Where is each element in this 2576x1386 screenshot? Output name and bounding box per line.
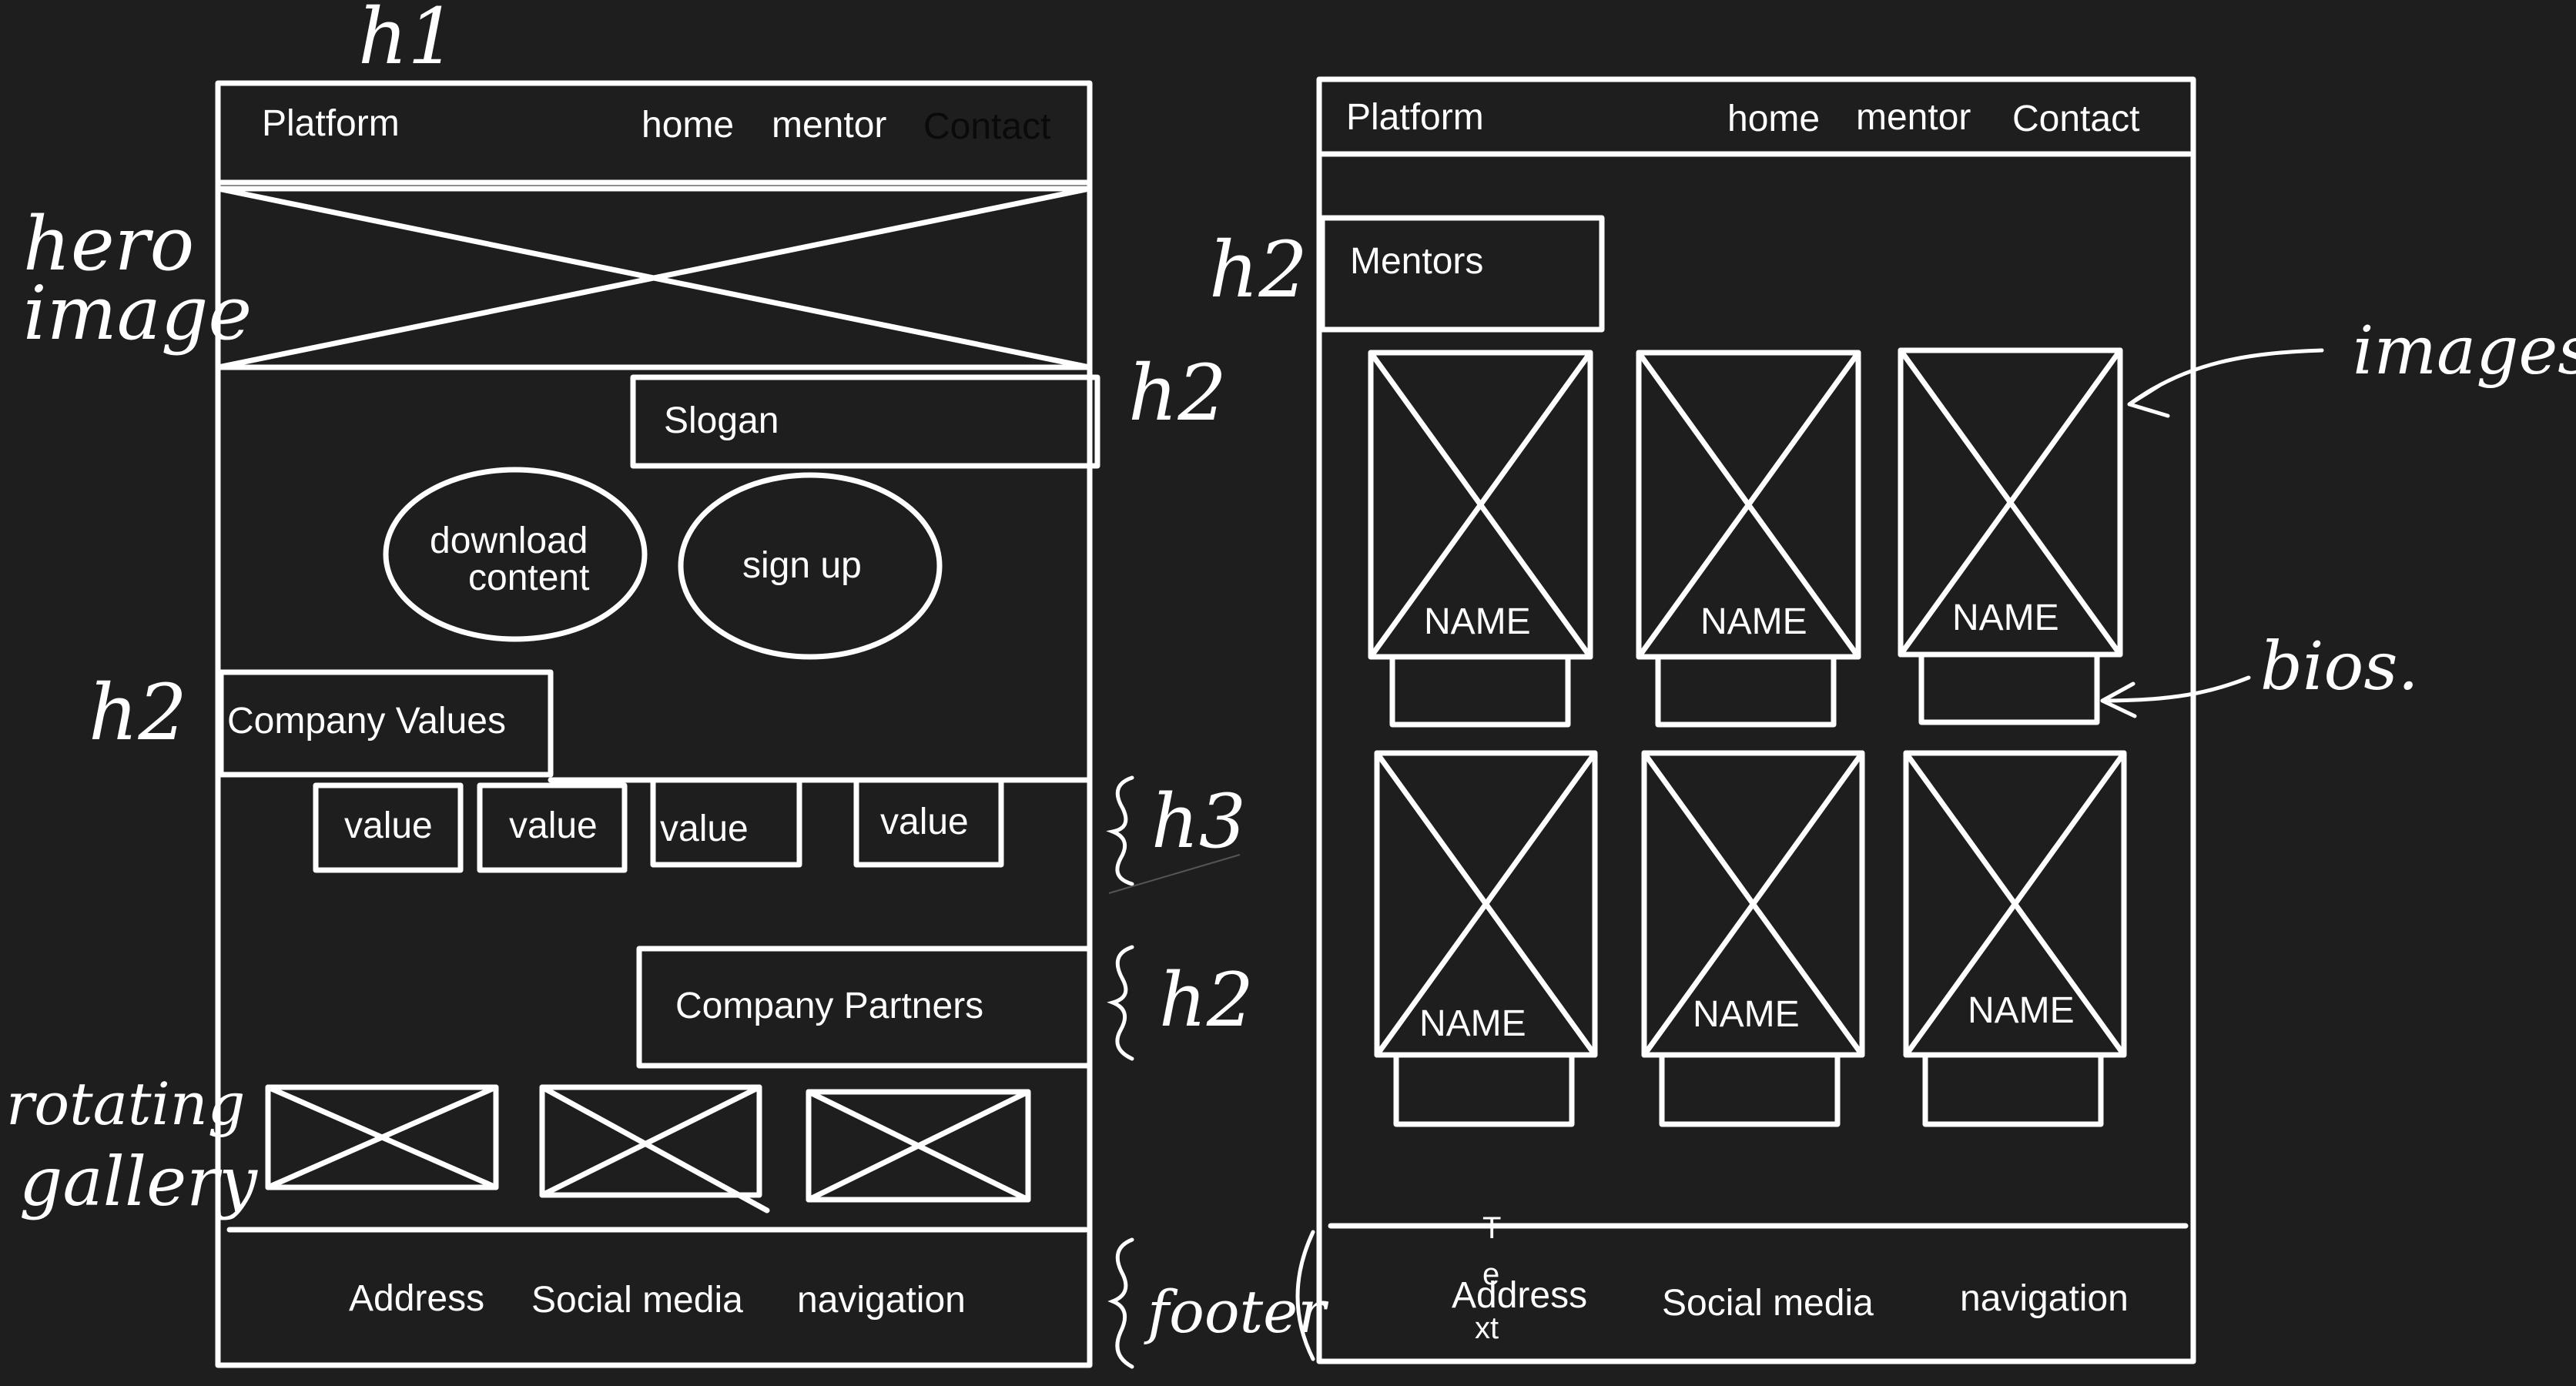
annotation-h2-partners: h2 [1159,957,1254,1043]
mentors-heading: Mentors [1350,241,1483,282]
mentors-page-frame [1316,76,2196,1364]
home-footer-address: Address [349,1278,484,1319]
slogan-box [630,374,1100,469]
svg-text:NAME: NAME [1419,1003,1526,1044]
annotation-gallery-line-1: rotating [6,1070,245,1138]
mentors-stray-text-2: e [1482,1257,1499,1291]
svg-text:NAME: NAME [1693,994,1800,1035]
home-nav-link-mentor: mentor [772,105,886,146]
sign-up-button: sign up [678,472,943,660]
annotation-paren-footer [1295,1230,1315,1361]
value-box-3: value [650,777,802,868]
hero-image-placeholder [215,186,1093,370]
svg-text:NAME: NAME [1952,598,2059,638]
company-values-heading-box [218,669,554,778]
slogan-text: Slogan [664,400,779,441]
annotation-hero-line-2: image [23,270,252,357]
company-values-heading: Company Values [227,701,506,742]
company-partners-heading: Company Partners [675,986,983,1026]
mentors-wireframe: Platform home mentor Contact Mentors NAM… [1316,76,2196,1364]
mentor-card-5: NAME [1641,750,1865,1127]
svg-text:content: content [468,557,589,598]
download-content-button: download content [383,467,648,642]
annotation-h2-values: h2 [89,668,187,758]
mentors-heading-box [1319,215,1605,333]
svg-text:value: value [344,805,433,846]
value-box-1: value [313,782,464,873]
mentor-card-4: NAME [1374,750,1598,1127]
gallery-image-3 [806,1089,1031,1203]
svg-text:download: download [430,521,588,561]
annotation-h2-slogan: h2 [1128,348,1227,438]
mentors-stray-text-3: xt [1475,1311,1499,1345]
mentors-footer-social: Social media [1662,1283,1874,1324]
annotation-brace-partners [1107,945,1134,1061]
home-footer-social: Social media [531,1280,743,1321]
annotation-h3: h3 [1151,778,1246,865]
home-nav-link-contact: Contact [923,106,1050,147]
annotation-h2-mentors: h2 [1209,225,1308,315]
svg-text:NAME: NAME [1424,601,1531,642]
svg-text:NAME: NAME [1700,601,1807,642]
value-box-4: value [853,777,1004,868]
annotation-footer: footer [1144,1277,1329,1346]
mentor-card-6: NAME [1903,750,2127,1127]
home-nav-link-home: home [641,105,734,146]
annotations: h1 hero image h2 h2 h3 h2 rotating galle… [6,0,2576,1369]
annotation-bios: bios. [2260,628,2419,705]
svg-text:value: value [660,808,749,849]
svg-text:value: value [880,802,969,842]
arrow-to-images [2127,348,2324,418]
mentors-footer-navigation: navigation [1960,1278,2129,1319]
annotation-images: images [2353,313,2576,390]
annotation-hero-line-1: hero [23,201,194,287]
mentors-nav-link-home: home [1727,99,1820,139]
value-box-2: value [477,782,628,873]
mentors-footer-address: Address [1452,1275,1587,1316]
company-partners-heading-box [636,946,1093,1069]
annotation-brace-values [1106,775,1134,886]
svg-text:value: value [509,805,598,846]
annotation-brace-footer [1107,1237,1134,1369]
annotation-gallery-line-2: gallery [19,1142,258,1221]
svg-text:sign up: sign up [742,545,862,586]
mentors-nav-link-contact: Contact [2012,99,2139,139]
mentor-card-3: NAME [1898,347,2123,725]
arrow-to-bios [2100,675,2251,718]
mentor-card-1: NAME [1368,350,1593,728]
svg-text:NAME: NAME [1968,990,2075,1031]
home-footer-navigation: navigation [797,1280,966,1321]
home-nav-brand: Platform [262,103,400,144]
mentors-nav-brand: Platform [1346,97,1484,138]
home-page-frame [215,80,1093,1368]
mentors-nav-link-mentor: mentor [1856,97,1971,138]
gallery-image-1 [265,1084,499,1190]
annotation-stray-stroke [1108,854,1241,894]
home-wireframe: Platform home mentor Contact Slogan down… [215,80,1100,1368]
gallery-image-2 [539,1084,770,1214]
annotation-h1: h1 [358,0,457,82]
mentors-stray-text-1: T [1482,1211,1501,1245]
mentor-card-2: NAME [1636,350,1861,728]
